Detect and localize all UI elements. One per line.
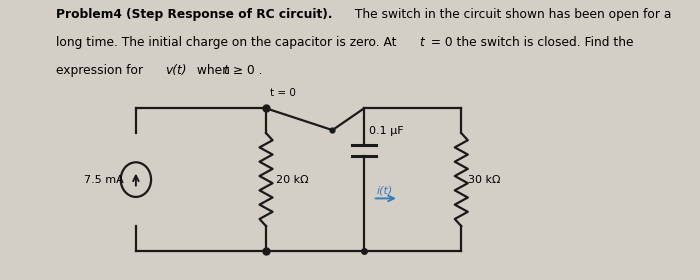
Text: i(t): i(t) (376, 185, 393, 195)
Text: 7.5 mA: 7.5 mA (84, 175, 124, 185)
Text: long time. The initial charge on the capacitor is zero. At: long time. The initial charge on the cap… (56, 36, 400, 49)
Text: = 0 the switch is closed. Find the: = 0 the switch is closed. Find the (426, 36, 633, 49)
Text: 20 kΩ: 20 kΩ (276, 175, 309, 185)
Text: 30 kΩ: 30 kΩ (468, 175, 500, 185)
Text: t = 0: t = 0 (270, 88, 296, 98)
Text: ≥ 0 .: ≥ 0 . (229, 64, 262, 77)
Text: 0.1 μF: 0.1 μF (370, 126, 404, 136)
Text: The switch in the circuit shown has been open for a: The switch in the circuit shown has been… (351, 8, 671, 21)
Text: t: t (419, 36, 424, 49)
Text: expression for: expression for (56, 64, 147, 77)
Text: t: t (223, 64, 228, 77)
Text: v(t): v(t) (165, 64, 187, 77)
Text: when: when (193, 64, 234, 77)
Text: Problem4 (Step Response of RC circuit).: Problem4 (Step Response of RC circuit). (56, 8, 332, 21)
